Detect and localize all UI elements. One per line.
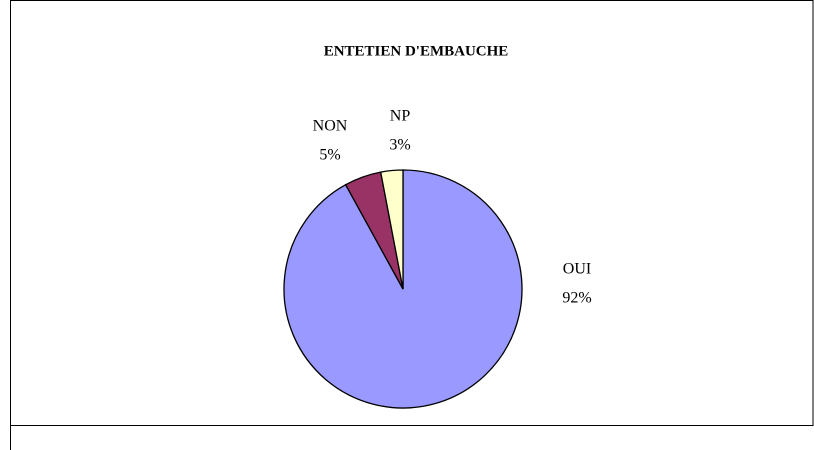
- chart-frame: [10, 0, 814, 426]
- pie-slice: [379, 169, 404, 290]
- slice-value-label: 5%: [319, 147, 340, 164]
- slice-label: NP: [390, 108, 411, 125]
- slice-label: OUI: [563, 261, 591, 278]
- slice-label: NON: [313, 118, 348, 135]
- slice-value-label: 3%: [389, 137, 410, 154]
- slice-value-label: 92%: [562, 290, 591, 307]
- chart-title: ENTETIEN D'EMBAUCHE: [324, 43, 509, 59]
